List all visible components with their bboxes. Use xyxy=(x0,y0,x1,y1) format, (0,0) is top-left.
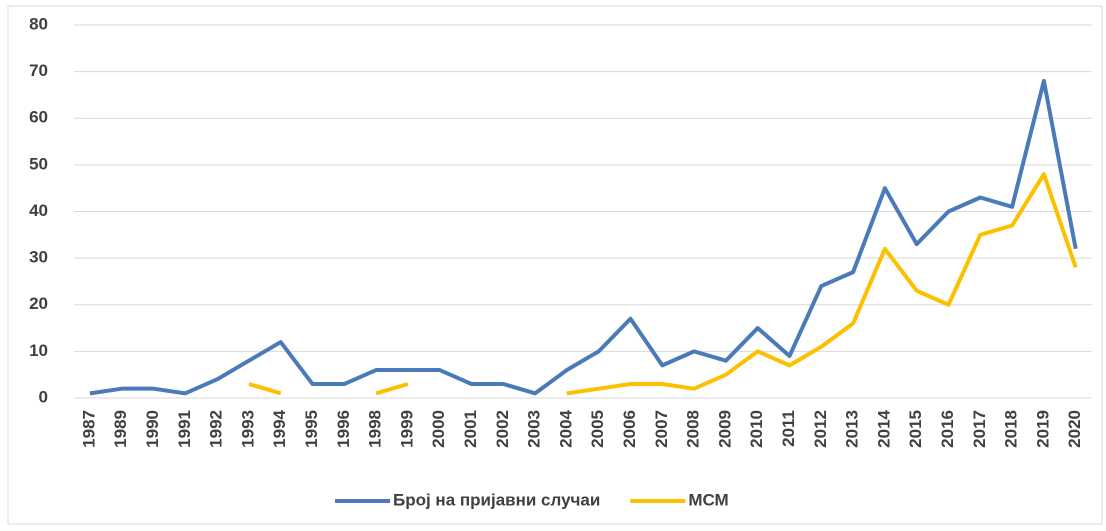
x-tick-label: 2019 xyxy=(1033,410,1052,448)
x-tick-label: 2007 xyxy=(652,410,671,448)
x-tick-label: 1987 xyxy=(79,410,98,448)
x-tick-label: 2020 xyxy=(1065,410,1084,448)
x-tick-label: 1991 xyxy=(175,410,194,448)
x-tick-label: 2016 xyxy=(938,410,957,448)
x-tick-label: 1996 xyxy=(334,410,353,448)
x-tick-label: 1998 xyxy=(366,410,385,448)
x-tick-label: 2015 xyxy=(906,410,925,448)
x-tick-label: 1993 xyxy=(238,410,257,448)
x-tick-label: 2018 xyxy=(1002,410,1021,448)
y-tick-label: 50 xyxy=(29,154,48,173)
x-tick-label: 2005 xyxy=(588,410,607,448)
x-tick-label: 2002 xyxy=(493,410,512,448)
y-tick-label: 80 xyxy=(29,14,48,33)
x-tick-label: 1990 xyxy=(143,410,162,448)
y-tick-label: 70 xyxy=(29,61,48,80)
y-tick-label: 40 xyxy=(29,201,48,220)
y-tick-label: 0 xyxy=(39,387,48,406)
x-tick-label: 2004 xyxy=(556,409,575,447)
x-tick-label: 2014 xyxy=(874,409,893,447)
x-tick-label: 2017 xyxy=(970,410,989,448)
series-line xyxy=(248,172,1078,396)
x-tick-label: 2001 xyxy=(461,410,480,448)
x-tick-label: 2008 xyxy=(684,410,703,448)
x-tick-label: 2003 xyxy=(525,410,544,448)
x-tick-label: 2009 xyxy=(715,410,734,448)
x-tick-label: 2013 xyxy=(843,410,862,448)
y-tick-label: 30 xyxy=(29,248,48,267)
legend-label: МСМ xyxy=(688,490,728,509)
x-tick-label: 1989 xyxy=(111,410,130,448)
series-line xyxy=(89,78,1078,396)
y-tick-label: 60 xyxy=(29,108,48,127)
x-tick-label: 2006 xyxy=(620,410,639,448)
x-tick-label: 2010 xyxy=(747,410,766,448)
y-tick-label: 10 xyxy=(29,341,48,360)
x-tick-label: 2011 xyxy=(779,410,798,447)
chart-border xyxy=(7,5,1103,525)
x-tick-label: 1999 xyxy=(397,410,416,448)
x-tick-label: 2000 xyxy=(429,410,448,448)
x-tick-label: 1994 xyxy=(270,409,289,447)
x-tick-label: 2012 xyxy=(811,410,830,448)
x-tick-label: 1995 xyxy=(302,410,321,448)
x-tick-label: 1992 xyxy=(207,410,226,448)
y-tick-label: 20 xyxy=(29,294,48,313)
legend-label: Број на пријавни случаи xyxy=(393,490,600,509)
